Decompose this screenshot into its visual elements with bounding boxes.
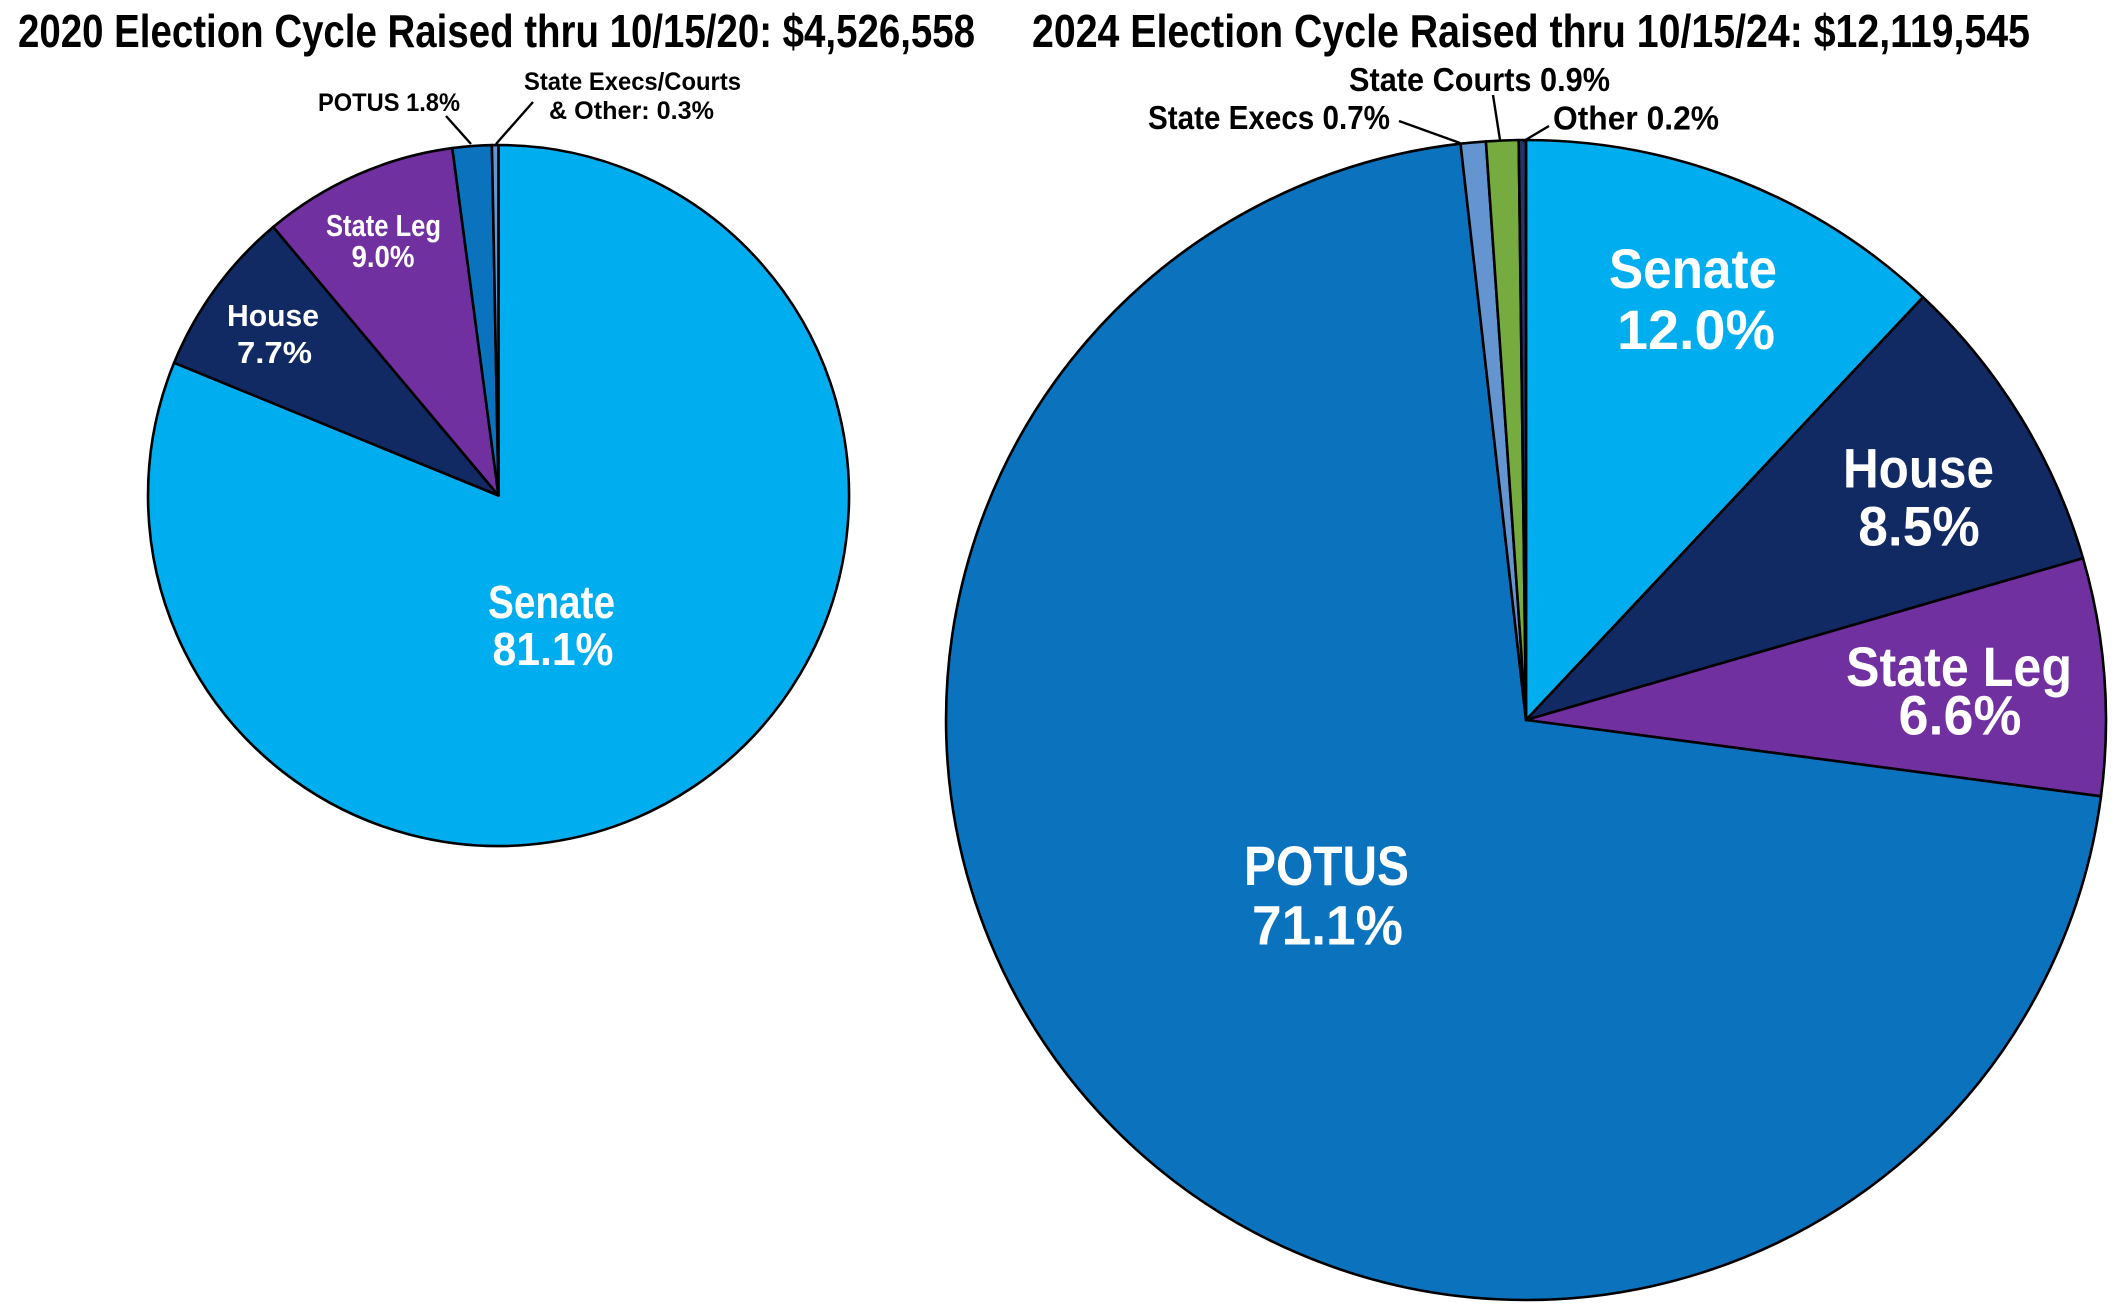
svg-text:State Execs 0.7%: State Execs 0.7% [1148, 99, 1390, 136]
svg-text:House: House [1843, 437, 1994, 500]
svg-text:9.0%: 9.0% [352, 239, 415, 274]
svg-text:2020 Election Cycle Raised thr: 2020 Election Cycle Raised thru 10/15/20… [18, 5, 975, 57]
svg-text:Other 0.2%: Other 0.2% [1553, 100, 1719, 137]
svg-text:& Other: 0.3%: & Other: 0.3% [549, 97, 714, 125]
svg-text:House: House [227, 298, 319, 333]
svg-text:12.0%: 12.0% [1617, 298, 1775, 361]
svg-text:State Leg: State Leg [326, 208, 441, 243]
svg-text:Senate: Senate [488, 576, 615, 628]
svg-text:2024 Election Cycle Raised thr: 2024 Election Cycle Raised thru 10/15/24… [1032, 5, 2030, 57]
svg-text:POTUS: POTUS [1244, 834, 1409, 897]
svg-text:8.5%: 8.5% [1858, 495, 1980, 558]
svg-text:State Execs/Courts: State Execs/Courts [524, 68, 741, 96]
svg-text:POTUS 1.8%: POTUS 1.8% [318, 89, 460, 117]
svg-text:Senate: Senate [1609, 237, 1777, 300]
svg-text:State Courts 0.9%: State Courts 0.9% [1349, 61, 1610, 98]
svg-text:71.1%: 71.1% [1252, 894, 1403, 957]
svg-text:81.1%: 81.1% [493, 623, 614, 675]
svg-text:6.6%: 6.6% [1899, 684, 2022, 747]
svg-text:7.7%: 7.7% [237, 335, 312, 370]
svg-text:State Leg: State Leg [1846, 635, 2072, 698]
